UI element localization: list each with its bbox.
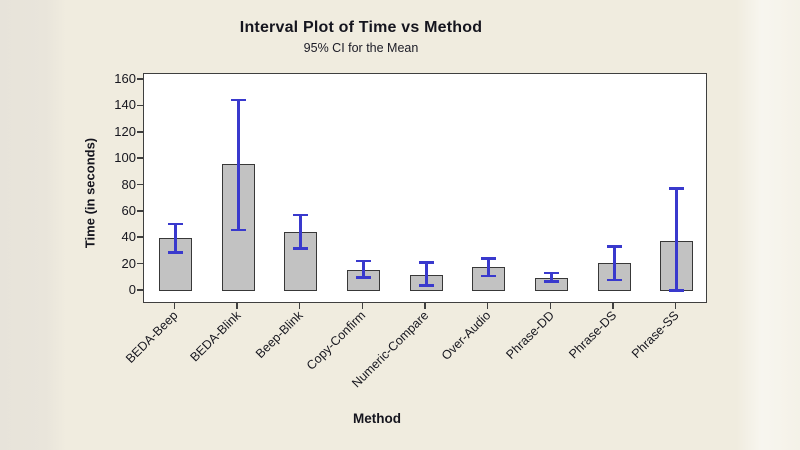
y-tick-mark [137,157,143,159]
plot-area [143,73,707,303]
ci-line [361,260,365,278]
x-tick-mark [361,303,364,309]
x-tick-mark [236,303,238,309]
ci-cap-bottom [230,228,246,232]
ci-cap-top [669,187,685,190]
ci-cap-top [167,222,183,226]
y-tick-label: 140 [114,97,136,113]
y-tick-mark [137,289,143,291]
ci-cap-bottom [481,274,497,278]
x-tick-label: BEDA-Beep [122,308,181,366]
y-tick-label: 160 [114,71,136,86]
x-tick-mark [173,303,176,309]
y-tick-mark [137,130,143,133]
ci-cap-bottom [606,278,622,282]
chart-title: Interval Plot of Time vs Method [239,19,483,36]
ci-cap-bottom [418,284,434,287]
y-tick-label: 60 [121,202,136,218]
y-tick-label: 40 [121,229,136,245]
left-shade-band [0,0,66,450]
y-axis-title: Time (in seconds) [82,137,98,249]
x-tick-label: Phrase-DS [566,308,620,362]
ci-cap-bottom [355,276,371,279]
y-tick-mark [137,210,143,212]
ci-line [299,214,303,249]
x-tick-mark [612,303,614,309]
ci-cap-top [481,257,497,260]
y-tick-label: 100 [114,150,136,166]
ci-cap-bottom [167,251,183,254]
ci-cap-top [606,245,622,248]
y-tick-label: 0 [128,282,136,297]
chart-subtitle: 95% CI for the Mean [303,41,419,55]
x-tick-mark [549,303,552,309]
ci-cap-bottom [669,289,685,292]
ci-line [549,272,553,282]
x-tick-label: Phrase-SS [629,308,682,361]
right-shade-band [736,0,800,450]
x-tick-label: Beep-Blink [253,308,306,361]
ci-cap-top [418,260,434,264]
ci-cap-top [543,271,559,275]
ci-cap-bottom [293,247,309,250]
x-tick-label: Over-Audio [439,308,494,363]
x-tick-mark [486,303,489,309]
y-tick-mark [137,262,143,265]
x-tick-mark [298,303,301,309]
y-tick-mark [137,236,143,239]
y-tick-label: 120 [114,123,136,139]
x-axis-title: Method [353,411,401,426]
ci-line [236,99,240,231]
x-tick-label: Phrase-DD [502,308,557,362]
ci-cap-bottom [543,280,559,283]
ci-line [675,188,679,291]
ci-line [612,246,616,281]
x-tick-mark [674,303,677,309]
ci-line [424,261,428,286]
y-tick-mark [137,104,143,107]
ci-line [487,258,491,277]
ci-cap-top [293,213,309,217]
ci-line [173,223,177,253]
y-tick-label: 80 [121,176,136,192]
ci-cap-top [230,98,246,102]
y-tick-label: 20 [121,255,136,271]
x-tick-label: BEDA-Blink [187,308,244,365]
x-tick-mark [424,303,426,309]
y-tick-mark [137,78,143,80]
x-tick-label: Copy-Confirm [304,308,369,373]
ci-cap-top [355,259,371,263]
y-tick-mark [137,183,143,186]
